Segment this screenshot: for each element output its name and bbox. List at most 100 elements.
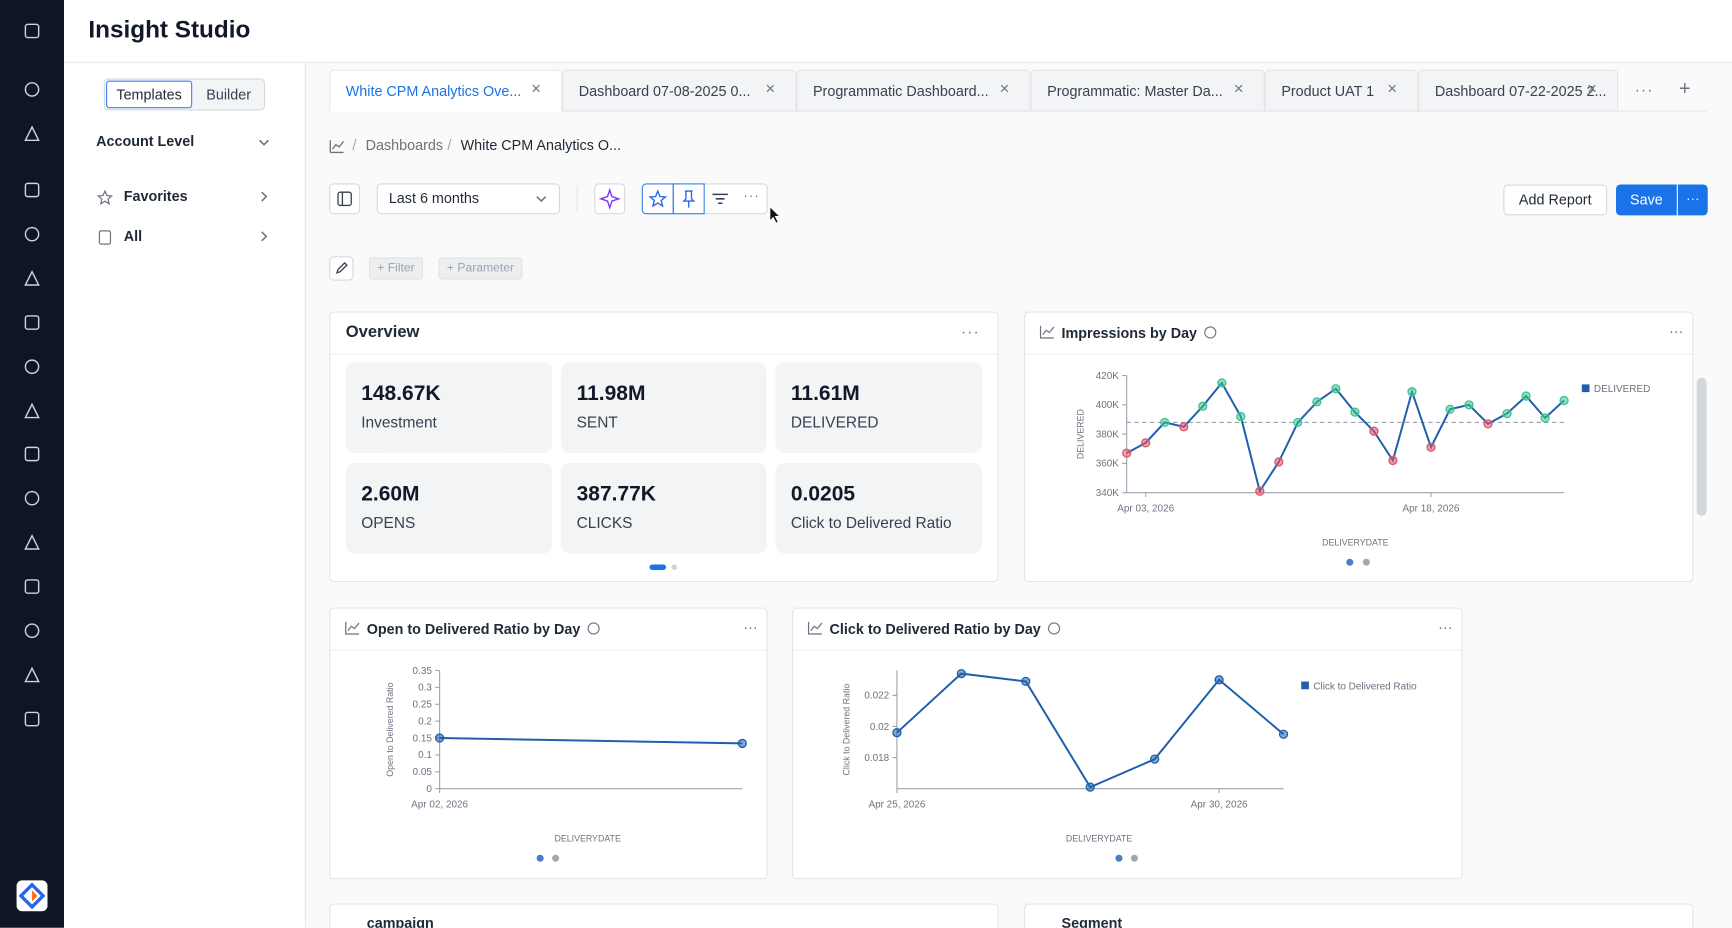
- logo[interactable]: [16, 880, 48, 912]
- tab[interactable]: [1264, 69, 1419, 112]
- nav-icon[interactable]: [24, 226, 40, 242]
- pager-active[interactable]: [649, 564, 667, 570]
- nav-icon[interactable]: [24, 82, 40, 97]
- more-button[interactable]: ···: [743, 187, 760, 204]
- data-point[interactable]: [1198, 401, 1208, 411]
- nav-icon[interactable]: [24, 23, 40, 39]
- data-point[interactable]: [1236, 411, 1246, 422]
- data-point[interactable]: [1150, 754, 1160, 764]
- add-tab[interactable]: +: [1678, 77, 1691, 100]
- pager-active[interactable]: [536, 854, 544, 862]
- pin-button[interactable]: [672, 183, 705, 215]
- data-point[interactable]: [1217, 378, 1227, 388]
- data-point[interactable]: [1122, 448, 1132, 458]
- tab-label[interactable]: White CPM Analytics Ove...: [345, 82, 522, 100]
- pager-dot[interactable]: [671, 564, 678, 570]
- tab-close[interactable]: ×: [1233, 79, 1244, 99]
- nav-icon[interactable]: [24, 534, 40, 550]
- tab-label[interactable]: Programmatic Dashboard...: [812, 82, 989, 100]
- tab-label[interactable]: Dashboard 07-08-2025 0...: [578, 82, 751, 100]
- breadcrumb-link[interactable]: Dashboards: [365, 136, 444, 154]
- edit-button[interactable]: [329, 256, 354, 281]
- data-point[interactable]: [1464, 400, 1474, 410]
- data-point[interactable]: [1255, 486, 1265, 496]
- nav-icon[interactable]: [24, 270, 40, 286]
- add-parameter[interactable]: + Parameter: [438, 257, 523, 280]
- favorites[interactable]: Favorites: [123, 187, 188, 205]
- info-icon[interactable]: [1047, 622, 1061, 635]
- pager-dot[interactable]: [1130, 854, 1138, 862]
- data-point[interactable]: [737, 738, 747, 749]
- tab[interactable]: [1030, 69, 1265, 112]
- data-point[interactable]: [1350, 407, 1360, 417]
- data-point[interactable]: [1179, 422, 1189, 432]
- tab-label[interactable]: Dashboard 07-22-2025 2...: [1434, 82, 1607, 100]
- data-point[interactable]: [1274, 457, 1284, 467]
- tab-close[interactable]: ×: [765, 79, 776, 99]
- panel-toggle[interactable]: [329, 183, 361, 215]
- date-range-select[interactable]: Last 6 months: [376, 183, 561, 215]
- pager-dot[interactable]: [1362, 558, 1370, 566]
- scrollbar[interactable]: [1696, 377, 1707, 516]
- tab-close[interactable]: ×: [1387, 79, 1398, 99]
- tab[interactable]: [562, 69, 797, 112]
- toggle-templates[interactable]: Templates: [106, 80, 193, 109]
- tab-label[interactable]: Programmatic: Master Da...: [1047, 82, 1223, 100]
- card-menu[interactable]: ···: [960, 322, 980, 341]
- nav-icon[interactable]: [24, 125, 40, 142]
- home-icon[interactable]: [328, 137, 346, 155]
- data-point[interactable]: [1502, 408, 1512, 419]
- data-point[interactable]: [1293, 417, 1303, 428]
- nav-icon[interactable]: [24, 315, 40, 330]
- card-menu[interactable]: ···: [1669, 324, 1683, 340]
- data-point[interactable]: [1369, 426, 1379, 436]
- nav-icon[interactable]: [24, 402, 40, 419]
- account-level[interactable]: Account Level: [96, 132, 195, 150]
- info-icon[interactable]: [1204, 326, 1217, 339]
- data-point[interactable]: [892, 728, 902, 738]
- save-menu[interactable]: ···: [1677, 184, 1708, 216]
- tab[interactable]: [1418, 69, 1619, 112]
- pager-dot[interactable]: [552, 854, 560, 862]
- tab[interactable]: [796, 69, 1031, 112]
- data-point[interactable]: [1483, 419, 1493, 429]
- data-point[interactable]: [1312, 397, 1322, 407]
- card-menu[interactable]: ···: [743, 620, 757, 636]
- data-point[interactable]: [1388, 455, 1398, 466]
- data-point[interactable]: [1540, 413, 1550, 423]
- data-point[interactable]: [1331, 384, 1341, 394]
- data-point[interactable]: [1278, 729, 1289, 739]
- toggle-builder[interactable]: Builder: [206, 86, 252, 103]
- data-point[interactable]: [1559, 395, 1569, 406]
- tab-close[interactable]: ×: [999, 79, 1010, 99]
- add-filter[interactable]: + Filter: [368, 257, 424, 280]
- ai-button[interactable]: [594, 183, 626, 215]
- data-point[interactable]: [1426, 442, 1436, 452]
- nav-icon[interactable]: [24, 359, 40, 375]
- data-point[interactable]: [1085, 782, 1095, 792]
- card-menu[interactable]: ···: [1438, 620, 1452, 636]
- data-point[interactable]: [434, 733, 445, 743]
- pager-active[interactable]: [1115, 854, 1123, 862]
- add-report-button[interactable]: Add Report: [1503, 184, 1608, 216]
- all[interactable]: All: [123, 227, 143, 245]
- more-tabs[interactable]: ···: [1634, 80, 1654, 99]
- data-point[interactable]: [956, 668, 967, 679]
- nav-icon[interactable]: [24, 490, 40, 506]
- data-point[interactable]: [1141, 438, 1151, 448]
- tab-close[interactable]: ×: [1587, 79, 1597, 99]
- data-point[interactable]: [1021, 676, 1031, 687]
- data-point[interactable]: [1521, 391, 1531, 401]
- nav-icon[interactable]: [24, 579, 40, 594]
- nav-icon[interactable]: [24, 666, 40, 683]
- data-point[interactable]: [1160, 417, 1170, 428]
- nav-icon[interactable]: [24, 182, 40, 198]
- nav-icon[interactable]: [24, 623, 40, 639]
- pager-active[interactable]: [1346, 558, 1354, 566]
- data-point[interactable]: [1407, 387, 1417, 397]
- info-icon[interactable]: [587, 622, 600, 635]
- data-point[interactable]: [1214, 675, 1224, 685]
- nav-icon[interactable]: [24, 711, 40, 727]
- nav-icon[interactable]: [24, 446, 40, 462]
- tab-close[interactable]: ×: [531, 79, 541, 99]
